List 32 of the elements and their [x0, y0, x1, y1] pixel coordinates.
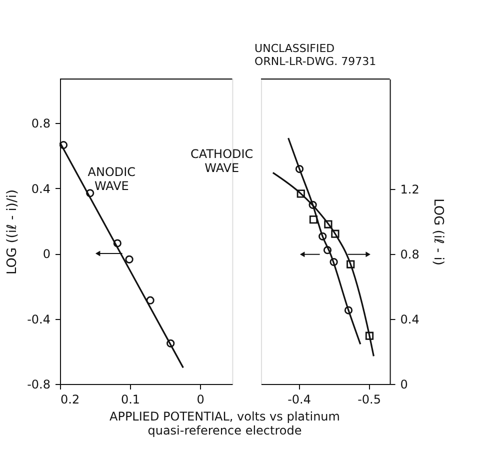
point — [323, 246, 332, 254]
annotation: ANODIC WAVE — [88, 165, 136, 193]
y-tick-label: -0.4 — [27, 312, 50, 326]
y-tick-label: 0.4 — [31, 182, 50, 196]
y2-tick-label: 0.4 — [400, 312, 420, 326]
y-tick-label: 0.8 — [31, 116, 50, 131]
y2-tick-label: 0 — [400, 378, 408, 392]
y2-tick-label: 1.2 — [400, 182, 420, 196]
point — [330, 258, 338, 266]
point — [295, 164, 304, 174]
x-axis-title: APPLIED POTENTIAL, volts vs platinum quasi-reference electrode — [110, 410, 340, 438]
x-tick-label: 0 — [196, 392, 204, 406]
point — [296, 190, 305, 198]
x-tick-label: 0.2 — [60, 392, 80, 406]
point — [308, 200, 317, 209]
y-tick-label: 0 — [42, 247, 50, 262]
point — [324, 220, 332, 228]
y2-tick-label: 0.8 — [400, 247, 420, 262]
y2-axis-title: LOG (iℓ - i) — [430, 198, 446, 266]
point — [346, 260, 355, 268]
x-tick-label: -0.4 — [288, 392, 312, 406]
x-tick-label: -0.5 — [358, 392, 382, 406]
annotation: CATHODIC WAVE — [190, 147, 254, 175]
point — [309, 215, 318, 224]
text: UNCLASSIFIED ORNL-LR-DWG. 79731 — [254, 42, 376, 68]
point — [318, 232, 327, 240]
point — [365, 332, 374, 340]
x-tick-label: 0.1 — [120, 392, 140, 406]
y-tick-label: -0.8 — [27, 378, 50, 392]
y-axis-title: LOG ((iℓ - i)/i) — [5, 189, 20, 275]
point — [344, 306, 353, 314]
point — [331, 230, 340, 238]
